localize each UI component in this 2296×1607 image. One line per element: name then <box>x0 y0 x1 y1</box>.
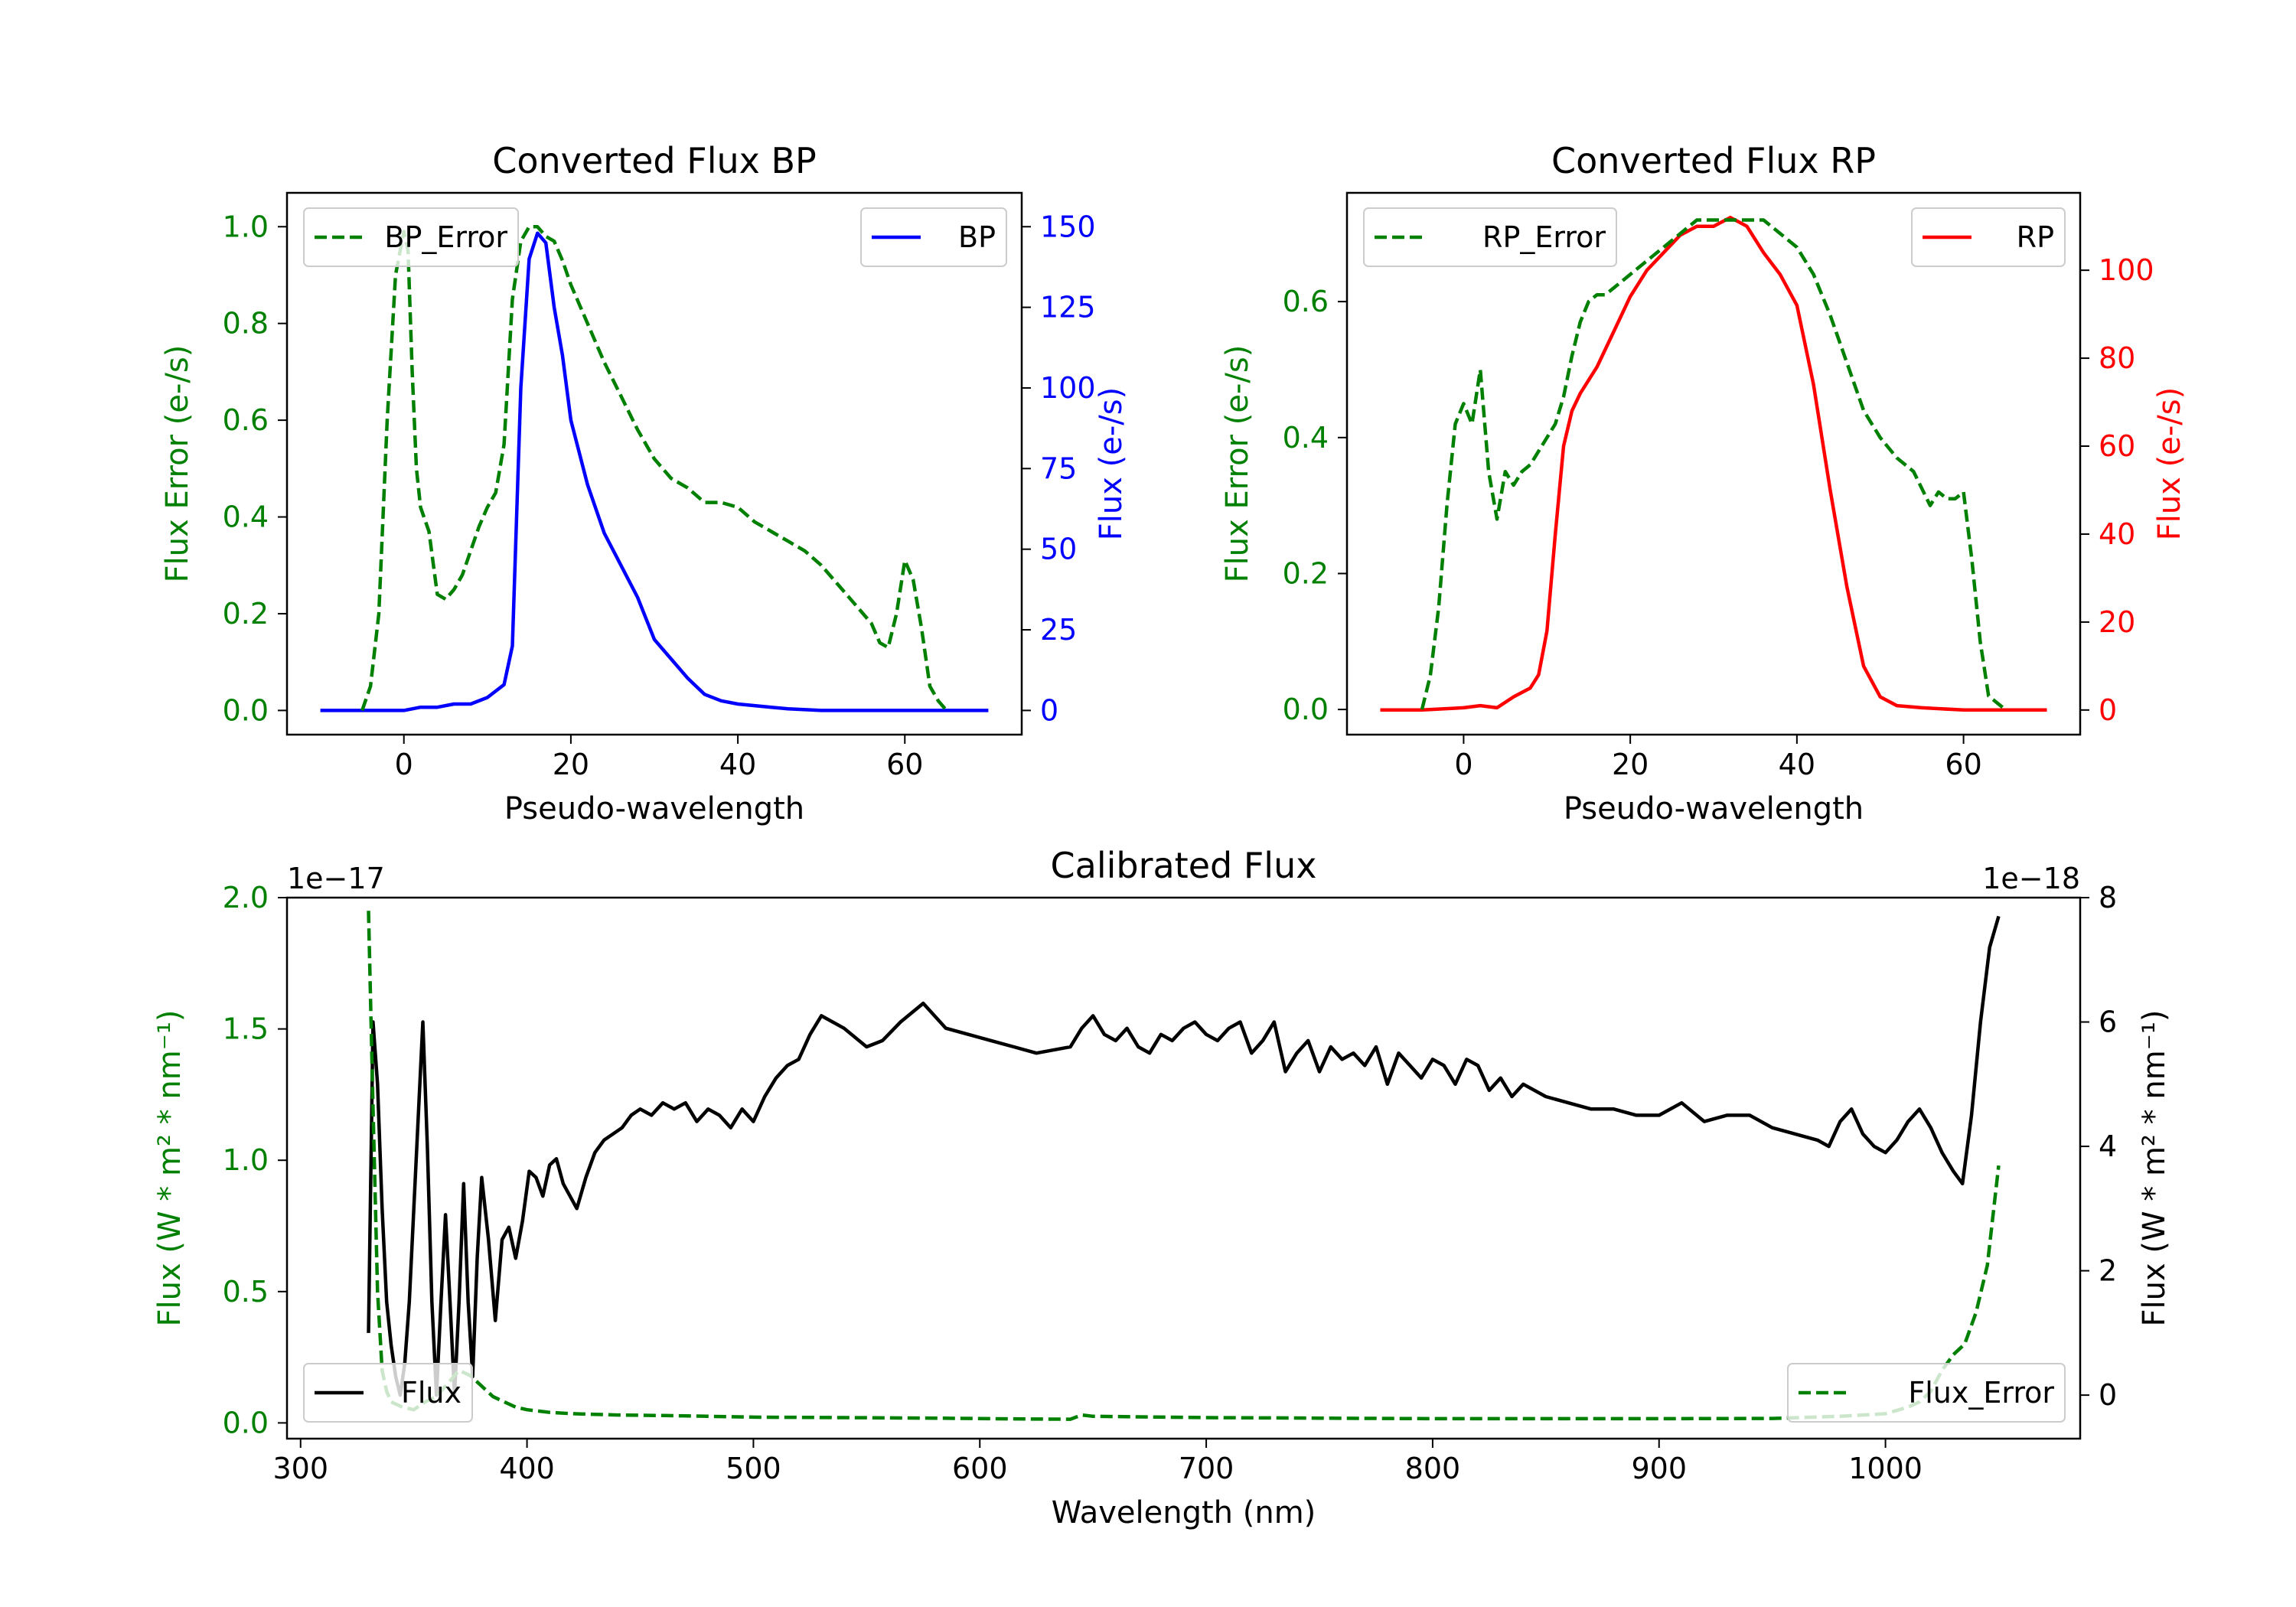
rp-ytick-left-label: 0.6 <box>1283 285 1329 318</box>
bp-ytick-left-label: 1.0 <box>223 210 269 243</box>
rp-xlabel: Pseudo-wavelength <box>1564 791 1864 826</box>
bp-ytick-right-label: 150 <box>1040 210 1096 243</box>
bp-ytick-right-label: 100 <box>1040 371 1096 405</box>
cal-xtick-label: 1000 <box>1848 1452 1923 1485</box>
rp-legend-error-box <box>1363 207 1617 267</box>
cal-legend-flux-label: Flux <box>401 1376 461 1410</box>
cal-xtick-label: 400 <box>499 1452 555 1485</box>
bp-ytick-right-label: 50 <box>1040 533 1077 566</box>
rp-ytick-right-label: 100 <box>2099 253 2154 287</box>
cal-ytick-right-label: 4 <box>2099 1129 2117 1163</box>
cal-xtick-label: 300 <box>272 1452 328 1485</box>
bp-legend-flux-box <box>860 207 1007 267</box>
cal-ytick-right-label: 8 <box>2099 881 2117 914</box>
cal-xtick-label: 900 <box>1631 1452 1687 1485</box>
cal-ylabel-right: Flux (W * m² * nm⁻¹) <box>2137 1010 2172 1327</box>
cal-panel: Calibrated Flux 300 400 500 600 700 800 900 1000… <box>152 845 2172 1530</box>
cal-series-flux-error <box>367 911 2001 1421</box>
cal-offset-right: 1e−18 <box>1982 862 2080 895</box>
rp-legend-error: RP_Error <box>1363 207 1617 267</box>
cal-ytick-left-label: 1.5 <box>223 1012 269 1046</box>
bp-ytick-right-label: 75 <box>1040 451 1077 485</box>
cal-xtick-label: 500 <box>726 1452 781 1485</box>
rp-title: Converted Flux RP <box>1551 140 1876 181</box>
rp-ytick-left-label: 0.4 <box>1283 421 1329 455</box>
cal-ytick-right-label: 6 <box>2099 1006 2117 1039</box>
rp-panel: Converted Flux RP 0 20 40 60 Pseudo-wavelengt… <box>1220 140 2187 826</box>
rp-legend-flux-box <box>1911 207 2066 267</box>
bp-ytick-left-label: 0.0 <box>223 693 269 727</box>
rp-legend-error-label: RP_Error <box>1482 220 1606 254</box>
bp-series-bp <box>320 231 989 712</box>
bp-legend-error-box <box>303 207 519 267</box>
rp-ytick-right-label: 20 <box>2099 605 2135 639</box>
bp-title: Converted Flux BP <box>492 140 817 181</box>
bp-ylabel-left: Flux Error (e-/s) <box>160 345 195 583</box>
rp-ytick-right-label: 0 <box>2099 693 2117 727</box>
bp-axes-frame <box>285 191 1023 736</box>
rp-legend-flux-label: RP <box>2017 220 2054 254</box>
rp-xtick-label: 20 <box>1612 748 1649 781</box>
rp-ytick-left-label: 0.0 <box>1283 693 1329 726</box>
cal-legend-error: Flux_Error <box>1787 1363 2066 1423</box>
cal-legend-error-box <box>1787 1363 2066 1423</box>
rp-xtick-label: 0 <box>1454 748 1473 781</box>
cal-legend-error-label: Flux_Error <box>1908 1376 2054 1410</box>
bp-xtick-label: 60 <box>886 748 923 781</box>
cal-xlabel: Wavelength (nm) <box>1052 1495 1316 1530</box>
rp-legend-flux: RP <box>1911 207 2066 267</box>
bp-legend-error-label: BP_Error <box>384 220 507 254</box>
bp-xtick-label: 40 <box>719 748 756 781</box>
rp-xtick-label: 60 <box>1945 748 1981 781</box>
rp-xtick-label: 40 <box>1779 748 1815 781</box>
rp-ytick-right-label: 40 <box>2099 517 2135 551</box>
cal-legend-flux-box <box>303 1363 473 1423</box>
bp-series-bp-error <box>360 225 948 712</box>
bp-ytick-left-label: 0.6 <box>223 403 269 437</box>
bp-panel: Converted Flux BP 0 20 40 60 Pseudo-wavelengt… <box>160 140 1129 826</box>
bp-ytick-right-label: 125 <box>1040 291 1096 324</box>
cal-ytick-left-label: 1.0 <box>223 1143 269 1177</box>
rp-axes-frame <box>1345 191 2082 736</box>
bp-xtick-label: 0 <box>395 748 413 781</box>
bp-ylabel-right: Flux (e-/s) <box>1094 387 1129 540</box>
cal-ytick-right-label: 2 <box>2099 1254 2117 1288</box>
cal-axes-frame <box>285 896 2082 1440</box>
cal-offset-left: 1e−17 <box>287 862 385 895</box>
bp-xtick-label: 20 <box>553 748 589 781</box>
bp-legend-flux: BP <box>860 207 1007 267</box>
bp-legend-flux-label: BP <box>958 220 996 254</box>
rp-ytick-right-label: 60 <box>2099 429 2135 463</box>
bp-legend-error: BP_Error <box>303 207 519 267</box>
cal-title: Calibrated Flux <box>1051 845 1317 886</box>
cal-xtick-label: 700 <box>1179 1452 1234 1485</box>
rp-ylabel-left: Flux Error (e-/s) <box>1220 345 1255 583</box>
rp-series-rp-error <box>1420 218 2007 711</box>
bp-ytick-right-label: 25 <box>1040 613 1077 647</box>
rp-ytick-left-label: 0.2 <box>1283 556 1329 590</box>
cal-legend-flux: Flux <box>303 1363 473 1423</box>
bp-ytick-right-label: 0 <box>1040 693 1058 727</box>
rp-ylabel-right: Flux (e-/s) <box>2152 387 2187 540</box>
cal-ytick-left-label: 0.0 <box>223 1406 269 1439</box>
rp-ytick-right-label: 80 <box>2099 341 2135 375</box>
rp-series-rp <box>1380 215 2047 712</box>
cal-ytick-right-label: 0 <box>2099 1378 2117 1412</box>
bp-xlabel: Pseudo-wavelength <box>504 791 804 826</box>
cal-xtick-label: 600 <box>952 1452 1008 1485</box>
cal-ytick-left-label: 0.5 <box>223 1275 269 1309</box>
bp-ytick-left-label: 0.2 <box>223 597 269 631</box>
cal-ytick-left-label: 2.0 <box>223 881 269 914</box>
cal-series-flux <box>367 915 2001 1397</box>
cal-ylabel-left: Flux (W * m² * nm⁻¹) <box>152 1010 188 1327</box>
cal-xtick-label: 800 <box>1405 1452 1461 1485</box>
bp-ytick-left-label: 0.4 <box>223 500 269 534</box>
bp-ytick-left-label: 0.8 <box>223 307 269 341</box>
